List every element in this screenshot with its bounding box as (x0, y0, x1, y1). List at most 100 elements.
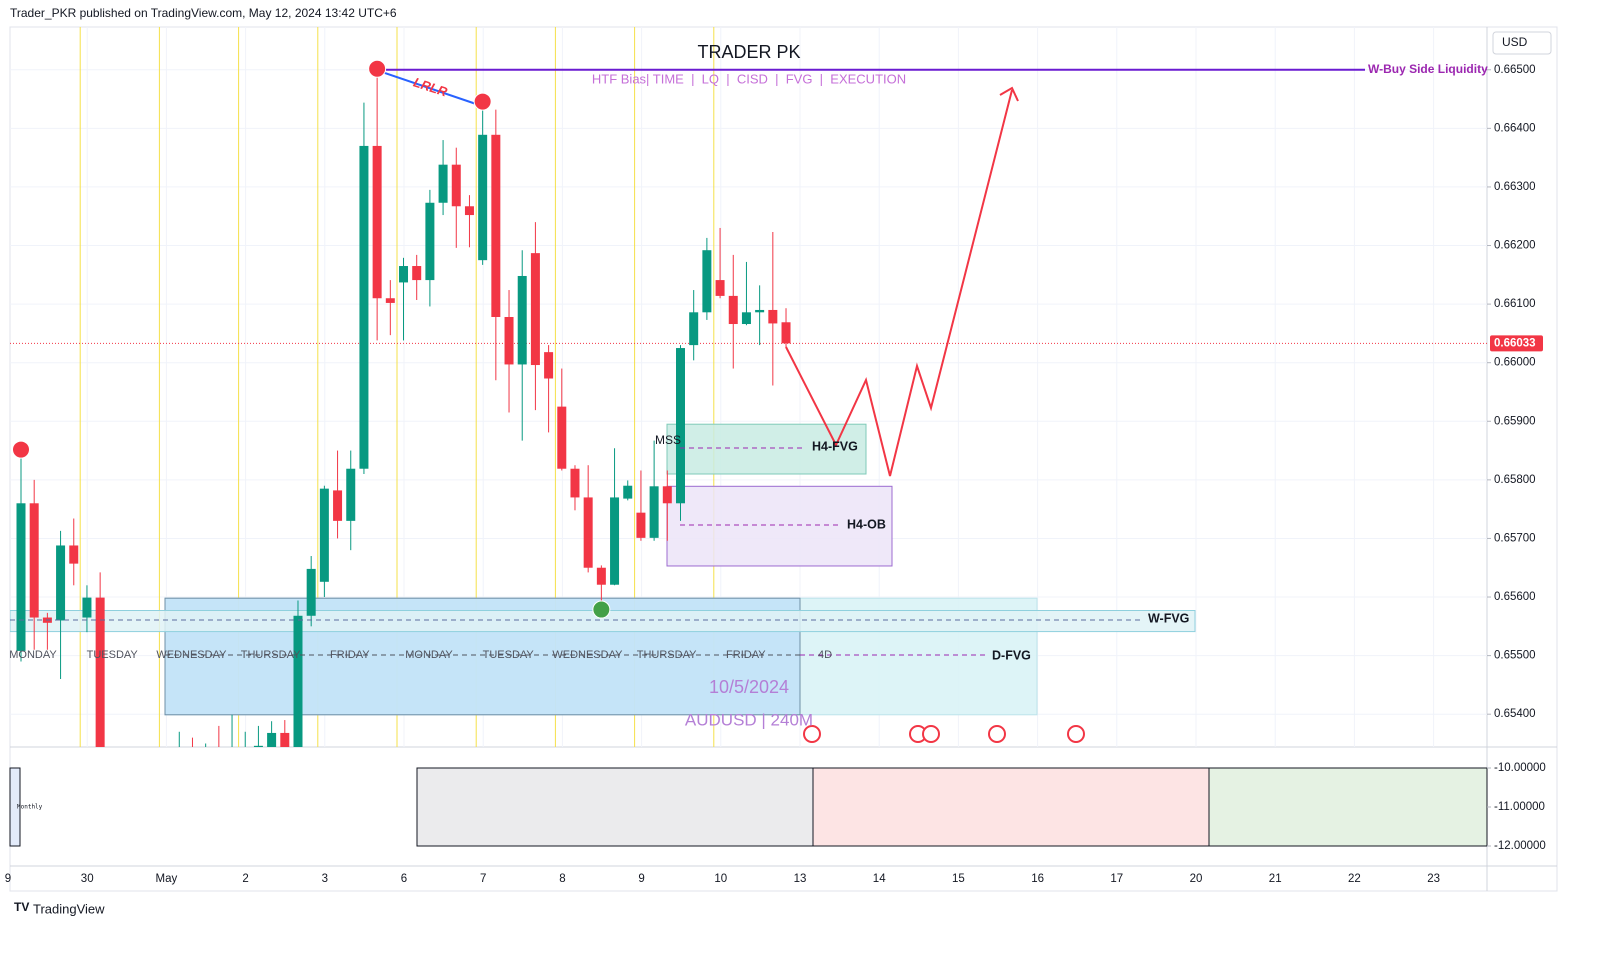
annotations: TV (9, 69, 1488, 914)
x-tick-label: 21 (1269, 873, 1282, 885)
frame (9, 26, 1558, 892)
zone-label: H4-OB (847, 517, 886, 531)
x-tick-label: 20 (1190, 873, 1203, 885)
logo-mark: TV (14, 900, 29, 914)
candle-body (293, 615, 303, 747)
candle-body (306, 568, 316, 616)
currency-button[interactable] (1492, 31, 1552, 55)
swing-low-marker (592, 600, 611, 619)
candle-body (702, 250, 712, 313)
y-tick-label: 0.65900 (1494, 415, 1536, 427)
x-tick-label: 13 (794, 873, 807, 885)
candle-body (29, 503, 39, 618)
candle-body (16, 503, 26, 651)
candle-body (781, 322, 791, 344)
calendar-icons (803, 725, 1085, 743)
publish-header: Trader_PKR published on TradingView.com,… (10, 6, 397, 20)
pane-tick-label: -10.00000 (1494, 762, 1546, 774)
candle-body (662, 486, 672, 504)
x-tick-label: 3 (322, 873, 328, 885)
x-tick-label: 9 (638, 873, 644, 885)
x-tick-label: 22 (1348, 873, 1361, 885)
weekday-label: WEDNESDAY (156, 649, 227, 661)
pane-tick-label: -11.00000 (1494, 801, 1545, 813)
candle-body (267, 732, 277, 747)
weekday-label: TUESDAY (87, 649, 139, 661)
candle-body (412, 266, 422, 281)
candle-body (728, 295, 738, 325)
y-tick-label: 0.66100 (1494, 298, 1536, 310)
candle-body (583, 497, 593, 568)
candle-body (346, 468, 356, 521)
lrlr-line (375, 69, 483, 107)
x-tick-label: 14 (873, 873, 886, 885)
weekday-label: FRIDAY (726, 649, 766, 661)
y-tick-label: 0.66300 (1494, 181, 1536, 193)
x-tick-label: 8 (559, 873, 565, 885)
candle-body (95, 597, 105, 747)
candle-body (333, 490, 343, 521)
candle-body (491, 134, 501, 317)
candle-body (319, 488, 329, 582)
pane-label: Monthly (17, 804, 43, 811)
candle-body (623, 485, 633, 499)
x-tick-label: 6 (401, 873, 407, 885)
x-tick-label: May (156, 873, 178, 885)
x-tick-label: 23 (1427, 873, 1440, 885)
swing-high-marker (368, 59, 387, 78)
candle-body (570, 468, 580, 498)
zone-box (666, 485, 893, 567)
currency[interactable]: USD (1502, 35, 1528, 49)
projection-path (785, 89, 1013, 477)
event-icon (1067, 725, 1085, 743)
candle-body (253, 745, 263, 747)
candle-body (741, 312, 751, 325)
candle-body (438, 164, 448, 203)
y-tick-label: 0.66500 (1494, 64, 1536, 76)
mss-label: MSS (655, 433, 681, 447)
last-price-label: 0.66033 (1494, 337, 1536, 349)
zone-label: W-FVG (1148, 611, 1189, 625)
candle-body (372, 145, 382, 299)
candle-body (280, 732, 290, 747)
candle-body (504, 316, 514, 365)
x-tick-label: 9 (5, 873, 11, 885)
candle-body (649, 486, 659, 538)
x-tick-label: 10 (714, 873, 727, 885)
event-icon (922, 725, 940, 743)
candle-body (755, 309, 765, 313)
candle-body (676, 348, 685, 504)
candle-body (636, 512, 646, 538)
weekday-label: FRIDAY (330, 649, 370, 661)
y-tick-label: 0.66000 (1494, 357, 1536, 369)
footer-brand: TradingView (33, 901, 105, 916)
y-tick-label: 0.65800 (1494, 474, 1536, 486)
candle-body (557, 406, 567, 469)
candle-body (768, 309, 778, 324)
candle-body (399, 266, 409, 283)
liquidity-label: W-Buy Side Liquidity (1368, 62, 1488, 76)
weekday-label: THURSDAY (241, 649, 301, 661)
swing-high-marker (12, 440, 30, 459)
pane-box (812, 767, 1210, 847)
weekday-label: 4D (818, 649, 832, 661)
candle-body (464, 206, 474, 216)
y-tick-label: 0.66400 (1494, 122, 1536, 134)
x-tick-label: 7 (480, 873, 486, 885)
pane-tick-label: -12.00000 (1494, 840, 1546, 852)
x-tick-label: 2 (242, 873, 248, 885)
candle-body (385, 298, 395, 303)
pane-box (1208, 767, 1488, 847)
event-icon (988, 725, 1006, 743)
swing-high-marker (473, 92, 492, 111)
candle-body (82, 597, 92, 618)
candle-body (610, 497, 620, 585)
weekday-label: THURSDAY (637, 649, 697, 661)
y-tick-label: 0.65500 (1494, 650, 1536, 662)
candle-body (689, 312, 699, 346)
candle-body (544, 352, 554, 379)
x-tick-label: 30 (81, 873, 94, 885)
candle-body (517, 275, 527, 365)
projection-arrow (999, 86, 1019, 102)
